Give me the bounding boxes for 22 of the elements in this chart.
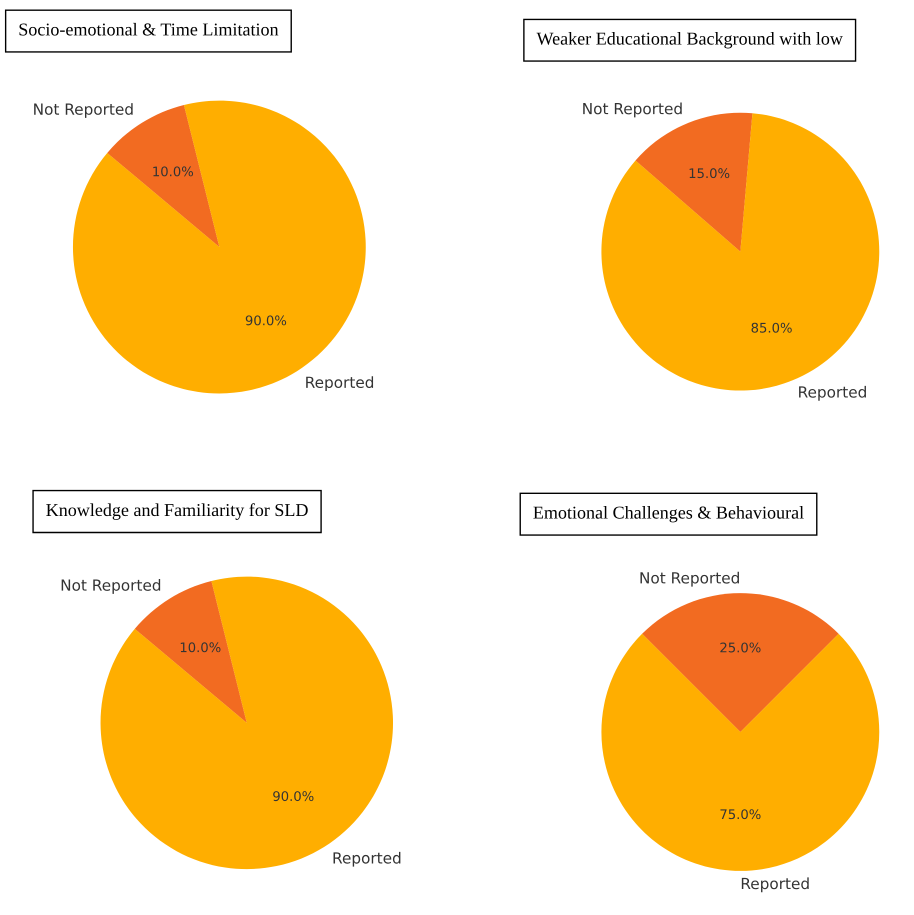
slice-label: Not Reported bbox=[34, 103, 133, 118]
chart-title: Weaker Educational Background with low bbox=[536, 32, 843, 48]
chart-title: Socio-emotional & Time Limitation bbox=[19, 22, 278, 36]
slice-label: Not Reported bbox=[640, 572, 739, 587]
pie-slice bbox=[642, 593, 839, 732]
data-label: 75.0% bbox=[720, 809, 761, 820]
data-label: 90.0% bbox=[246, 315, 286, 326]
slice-label: Reported bbox=[306, 376, 374, 392]
data-label: 10.0% bbox=[153, 166, 194, 176]
data-label: 90.0% bbox=[273, 791, 314, 802]
data-label: 85.0% bbox=[752, 322, 792, 333]
data-label: 15.0% bbox=[690, 168, 730, 178]
slice-label: Not Reported bbox=[583, 102, 682, 118]
chart-title: Emotional Challenges & Behavioural bbox=[533, 506, 804, 522]
data-label: 25.0% bbox=[720, 642, 761, 652]
slice-label: Not Reported bbox=[62, 579, 160, 594]
pie-slice bbox=[601, 634, 880, 871]
slice-label: Reported bbox=[334, 852, 400, 867]
chart-title: Knowledge and Familiarity for SLD bbox=[46, 503, 308, 520]
data-label: 10.0% bbox=[180, 642, 221, 652]
slice-label: Reported bbox=[742, 877, 809, 892]
slice-label: Reported bbox=[799, 386, 866, 401]
